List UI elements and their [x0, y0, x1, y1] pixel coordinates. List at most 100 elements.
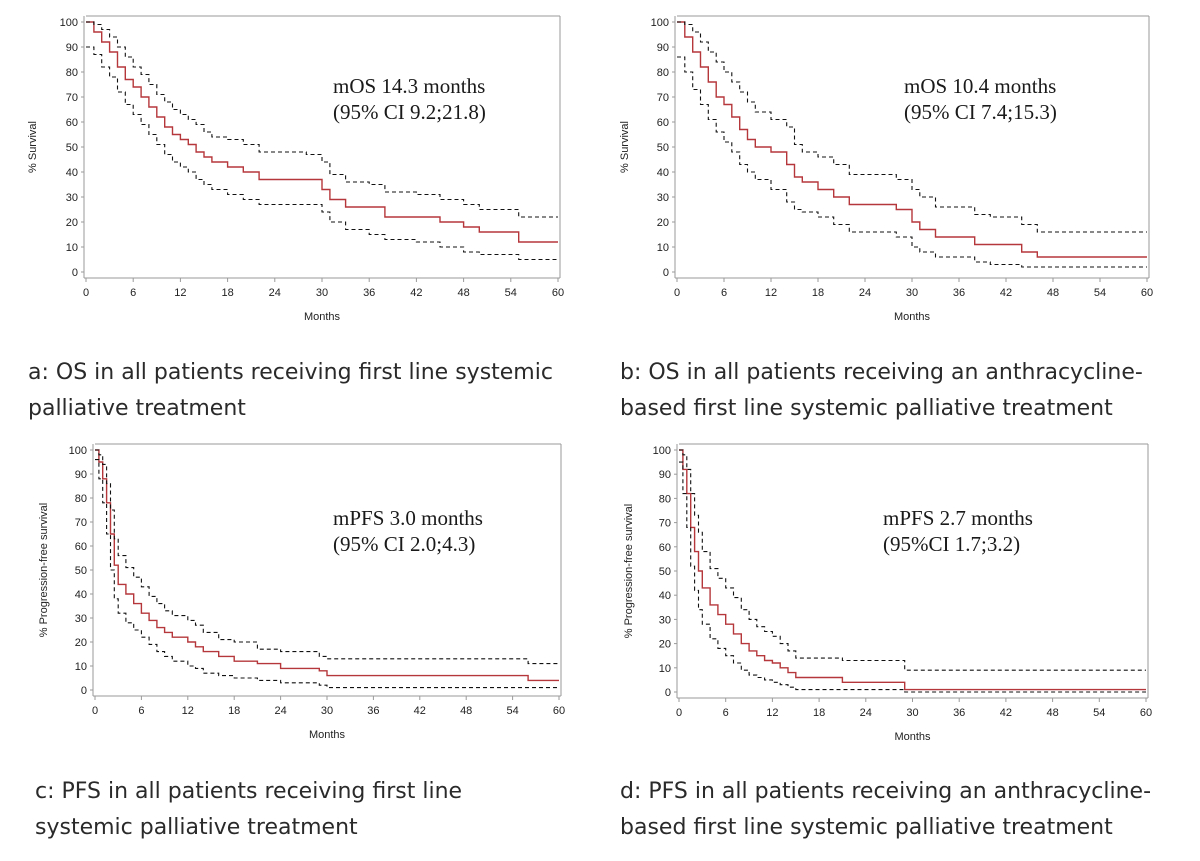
x-tick-label: 0: [676, 707, 682, 719]
km-chart-pfs-anthracycline: 0 10 20 30 40 50 60 70 80 90 100 0 6 12 18 24 30 36 42 48 54…: [623, 443, 1152, 743]
y-tick-label: 0: [665, 687, 671, 699]
x-tick-label: 54: [1093, 707, 1105, 719]
y-tick-label: 20: [657, 217, 669, 229]
y-tick-label: 20: [66, 217, 78, 229]
y-axis-title: % Survival: [619, 121, 631, 173]
caption-c: c: PFS in all patients receiving first l…: [35, 774, 462, 846]
caption-d-line-2: based first line systemic palliative tre…: [620, 815, 1113, 840]
x-tick-label: 12: [765, 287, 777, 299]
ci-lower-curve: [95, 459, 559, 689]
x-tick-label: 24: [860, 707, 872, 719]
y-tick-label: 10: [66, 242, 78, 254]
y-tick-label: 50: [659, 566, 671, 578]
x-tick-label: 48: [460, 705, 472, 717]
caption-a-line-2: palliative treatment: [28, 396, 246, 421]
y-tick-label: 10: [75, 661, 87, 673]
y-tick-label: 30: [66, 192, 78, 204]
y-tick-label: 60: [66, 117, 78, 129]
y-tick-label: 60: [75, 541, 87, 553]
x-tick-label: 42: [414, 705, 426, 717]
y-axis-title: % Progression-free survival: [623, 504, 635, 639]
y-tick-label: 100: [60, 17, 78, 29]
y-tick-label: 80: [657, 67, 669, 79]
x-tick-label: 60: [1140, 707, 1152, 719]
caption-b-line-1: b: OS in all patients receiving an anthr…: [620, 360, 1143, 385]
x-tick-label: 6: [138, 705, 144, 717]
x-tick-label: 18: [221, 287, 233, 299]
caption-c-line-2: systemic palliative treatment: [35, 815, 358, 840]
survival-curve: [86, 21, 558, 243]
y-tick-label: 100: [651, 17, 669, 29]
ci-label: (95% CI 7.4;15.3): [904, 100, 1057, 124]
km-chart-os-all: 0 10 20 30 40 50 60 70 80 90 100 0 6 12 18 24 30 36 42 48 54…: [27, 15, 564, 323]
ci-upper-curve: [677, 21, 1147, 233]
median-label: mPFS 2.7 months: [883, 506, 1033, 530]
y-tick-label: 10: [657, 242, 669, 254]
y-tick-label: 100: [653, 445, 671, 457]
y-tick-label: 90: [66, 42, 78, 54]
x-tick-label: 12: [182, 705, 194, 717]
x-tick-label: 24: [269, 287, 281, 299]
median-label: mOS 14.3 months: [333, 74, 485, 98]
x-tick-label: 48: [1047, 287, 1059, 299]
y-tick-label: 70: [659, 518, 671, 530]
y-tick-label: 10: [659, 663, 671, 675]
chart-panel-b: 0 10 20 30 40 50 60 70 80 90 100 0 6 12 18 24 30 36 42 48 54…: [600, 0, 1200, 340]
caption-a-line-1: a: OS in all patients receiving first li…: [28, 360, 553, 385]
ci-lower-curve: [677, 56, 1147, 268]
x-tick-label: 48: [457, 287, 469, 299]
y-tick-label: 0: [663, 267, 669, 279]
ci-upper-curve: [679, 449, 1146, 671]
x-axis-title: Months: [304, 311, 341, 323]
y-tick-label: 70: [75, 517, 87, 529]
y-tick-label: 70: [657, 92, 669, 104]
chart-panel-c: 0 10 20 30 40 50 60 70 80 90 100 0 6 12 18 24 30 36 42 48 54…: [0, 435, 600, 765]
caption-d-line-1: d: PFS in all patients receiving an anth…: [620, 779, 1152, 804]
x-tick-label: 36: [953, 707, 965, 719]
y-tick-label: 30: [657, 192, 669, 204]
km-chart-pfs-all: 0 10 20 30 40 50 60 70 80 90 100 0 6 12 18 24 30 36 42 48 54…: [38, 443, 565, 741]
x-tick-label: 30: [321, 705, 333, 717]
x-tick-label: 0: [83, 287, 89, 299]
y-tick-label: 90: [657, 42, 669, 54]
x-tick-label: 54: [506, 705, 518, 717]
y-tick-label: 50: [75, 565, 87, 577]
y-tick-label: 30: [75, 613, 87, 625]
x-tick-label: 30: [906, 707, 918, 719]
x-tick-label: 30: [906, 287, 918, 299]
x-tick-label: 0: [92, 705, 98, 717]
x-tick-label: 24: [859, 287, 871, 299]
y-tick-label: 90: [659, 469, 671, 481]
caption-b-line-2: based first line systemic palliative tre…: [620, 396, 1113, 421]
x-tick-label: 54: [1094, 287, 1106, 299]
x-tick-label: 6: [723, 707, 729, 719]
x-tick-label: 30: [316, 287, 328, 299]
survival-curve: [679, 449, 1146, 691]
x-tick-label: 18: [812, 287, 824, 299]
ci-lower-curve: [86, 46, 558, 261]
y-tick-label: 60: [659, 542, 671, 554]
median-label: mOS 10.4 months: [904, 74, 1056, 98]
y-axis-title: % Survival: [27, 121, 39, 173]
x-tick-label: 60: [553, 705, 565, 717]
caption-d: d: PFS in all patients receiving an anth…: [620, 774, 1151, 846]
ci-lower-curve: [679, 461, 1146, 693]
caption-a: a: OS in all patients receiving first li…: [28, 355, 553, 427]
chart-panel-a: 0 10 20 30 40 50 60 70 80 90 100 0 6 12 18 24 30 36 42 48 54…: [0, 0, 600, 340]
ci-label: (95% CI 2.0;4.3): [333, 532, 475, 556]
y-tick-label: 30: [659, 614, 671, 626]
y-tick-label: 40: [657, 167, 669, 179]
x-tick-label: 0: [674, 287, 680, 299]
y-tick-label: 60: [657, 117, 669, 129]
x-tick-label: 18: [813, 707, 825, 719]
ci-upper-curve: [95, 449, 559, 665]
y-tick-label: 50: [657, 142, 669, 154]
x-tick-label: 54: [505, 287, 517, 299]
x-tick-label: 42: [1000, 287, 1012, 299]
ci-label: (95%CI 1.7;3.2): [883, 532, 1020, 556]
x-tick-label: 42: [410, 287, 422, 299]
y-tick-label: 80: [659, 493, 671, 505]
y-tick-label: 100: [69, 445, 87, 457]
y-tick-label: 90: [75, 469, 87, 481]
x-tick-label: 48: [1046, 707, 1058, 719]
